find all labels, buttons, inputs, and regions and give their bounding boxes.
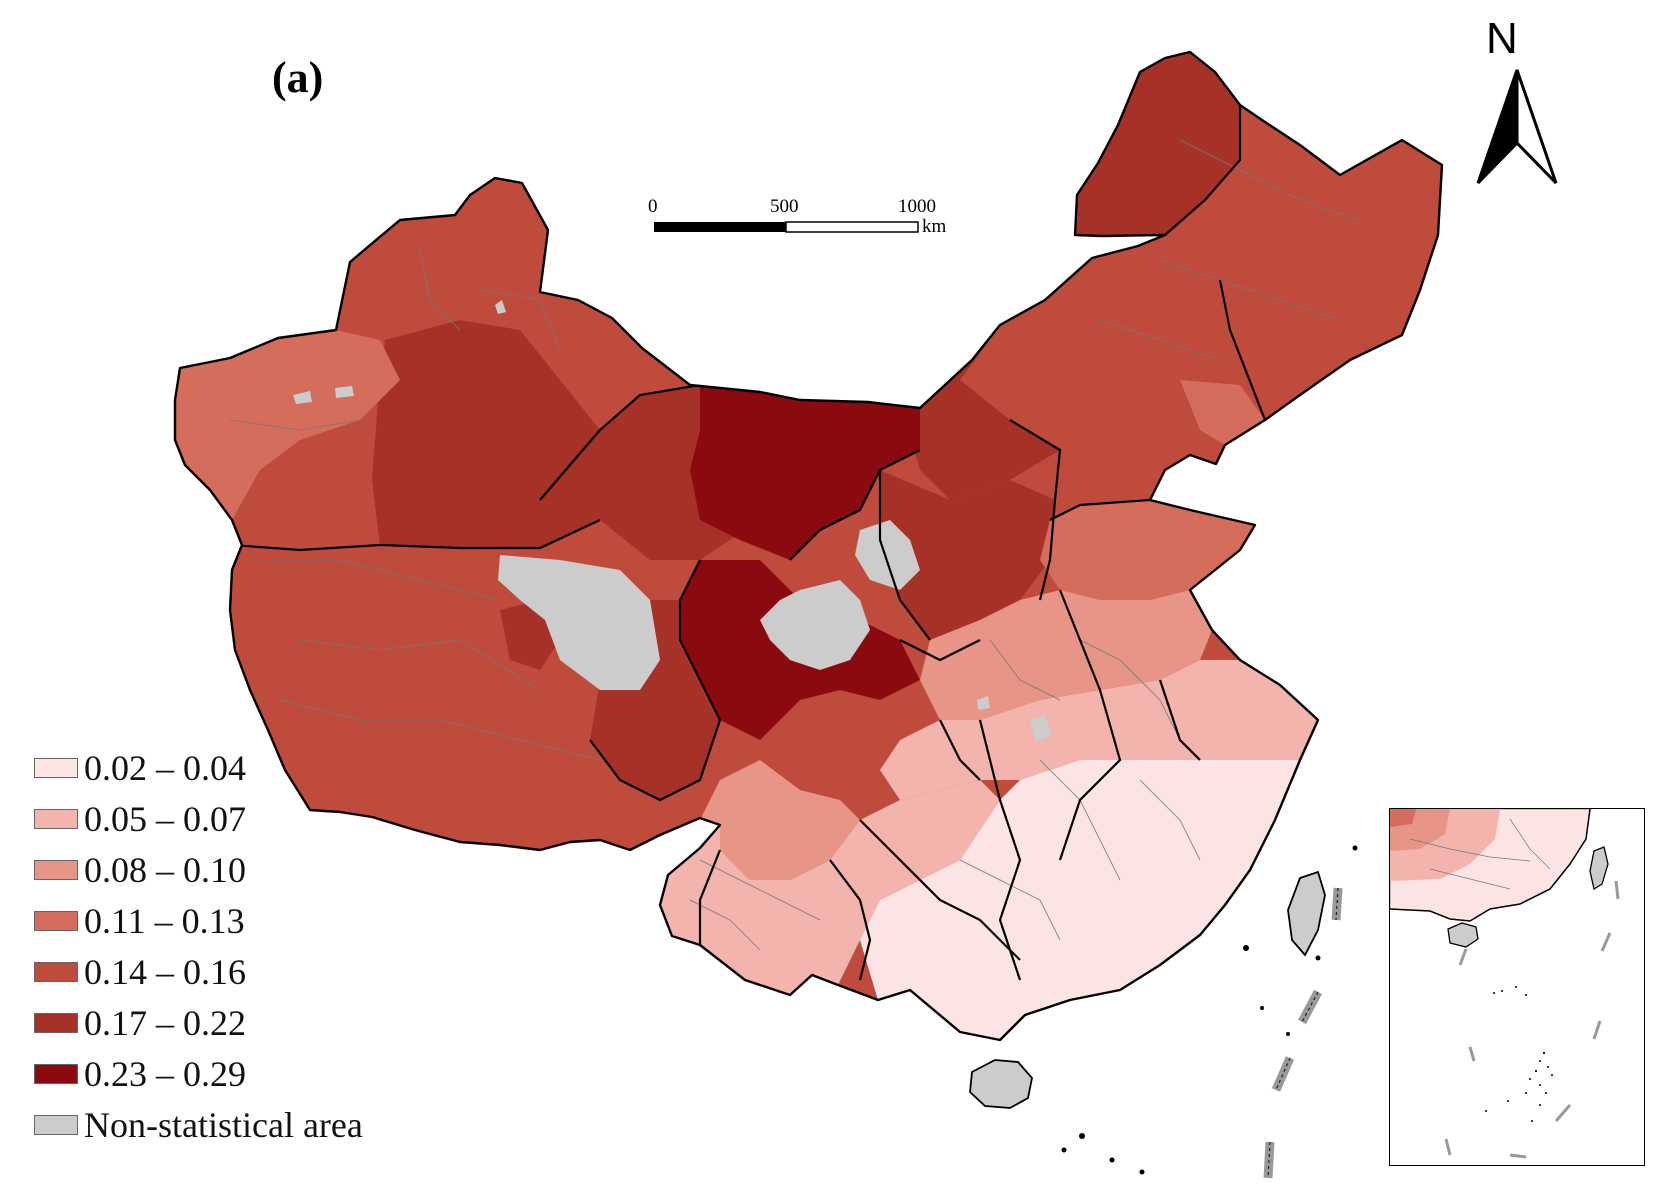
legend-swatch — [34, 808, 78, 829]
legend-item: 0.08 – 0.10 — [34, 844, 363, 895]
north-label: N — [1486, 14, 1518, 63]
legend-item: 0.11 – 0.13 — [34, 895, 363, 946]
legend-item: 0.02 – 0.04 — [34, 742, 363, 793]
legend: 0.02 – 0.04 0.05 – 0.07 0.08 – 0.10 0.11… — [34, 742, 363, 1150]
legend-label: 0.17 – 0.22 — [84, 1002, 246, 1043]
scale-bar: 0 500 1000 km — [640, 194, 980, 244]
legend-swatch — [34, 1114, 78, 1135]
north-arrow-icon — [1476, 69, 1558, 185]
legend-item: 0.23 – 0.29 — [34, 1048, 363, 1099]
scale-unit: km — [922, 216, 947, 237]
legend-label: 0.11 – 0.13 — [84, 900, 245, 941]
legend-swatch — [34, 910, 78, 931]
legend-item: 0.05 – 0.07 — [34, 793, 363, 844]
legend-swatch — [34, 859, 78, 880]
legend-item: Non-statistical area — [34, 1099, 363, 1150]
legend-item: 0.14 – 0.16 — [34, 946, 363, 997]
legend-label: 0.05 – 0.07 — [84, 798, 246, 839]
scale-tick-0: 0 — [648, 196, 658, 217]
legend-label: 0.14 – 0.16 — [84, 951, 246, 992]
inset-map — [1389, 808, 1645, 1166]
legend-label: 0.23 – 0.29 — [84, 1053, 246, 1094]
legend-swatch — [34, 961, 78, 982]
scale-tick-1000: 1000 — [898, 196, 936, 217]
legend-label: 0.02 – 0.04 — [84, 747, 246, 788]
legend-item: 0.17 – 0.22 — [34, 997, 363, 1048]
legend-label: Non-statistical area — [84, 1104, 363, 1145]
scale-tick-500: 500 — [770, 196, 799, 217]
legend-swatch — [34, 1063, 78, 1084]
legend-swatch — [34, 1012, 78, 1033]
legend-label: 0.08 – 0.10 — [84, 849, 246, 890]
legend-swatch — [34, 757, 78, 778]
panel-label: (a) — [272, 53, 324, 102]
